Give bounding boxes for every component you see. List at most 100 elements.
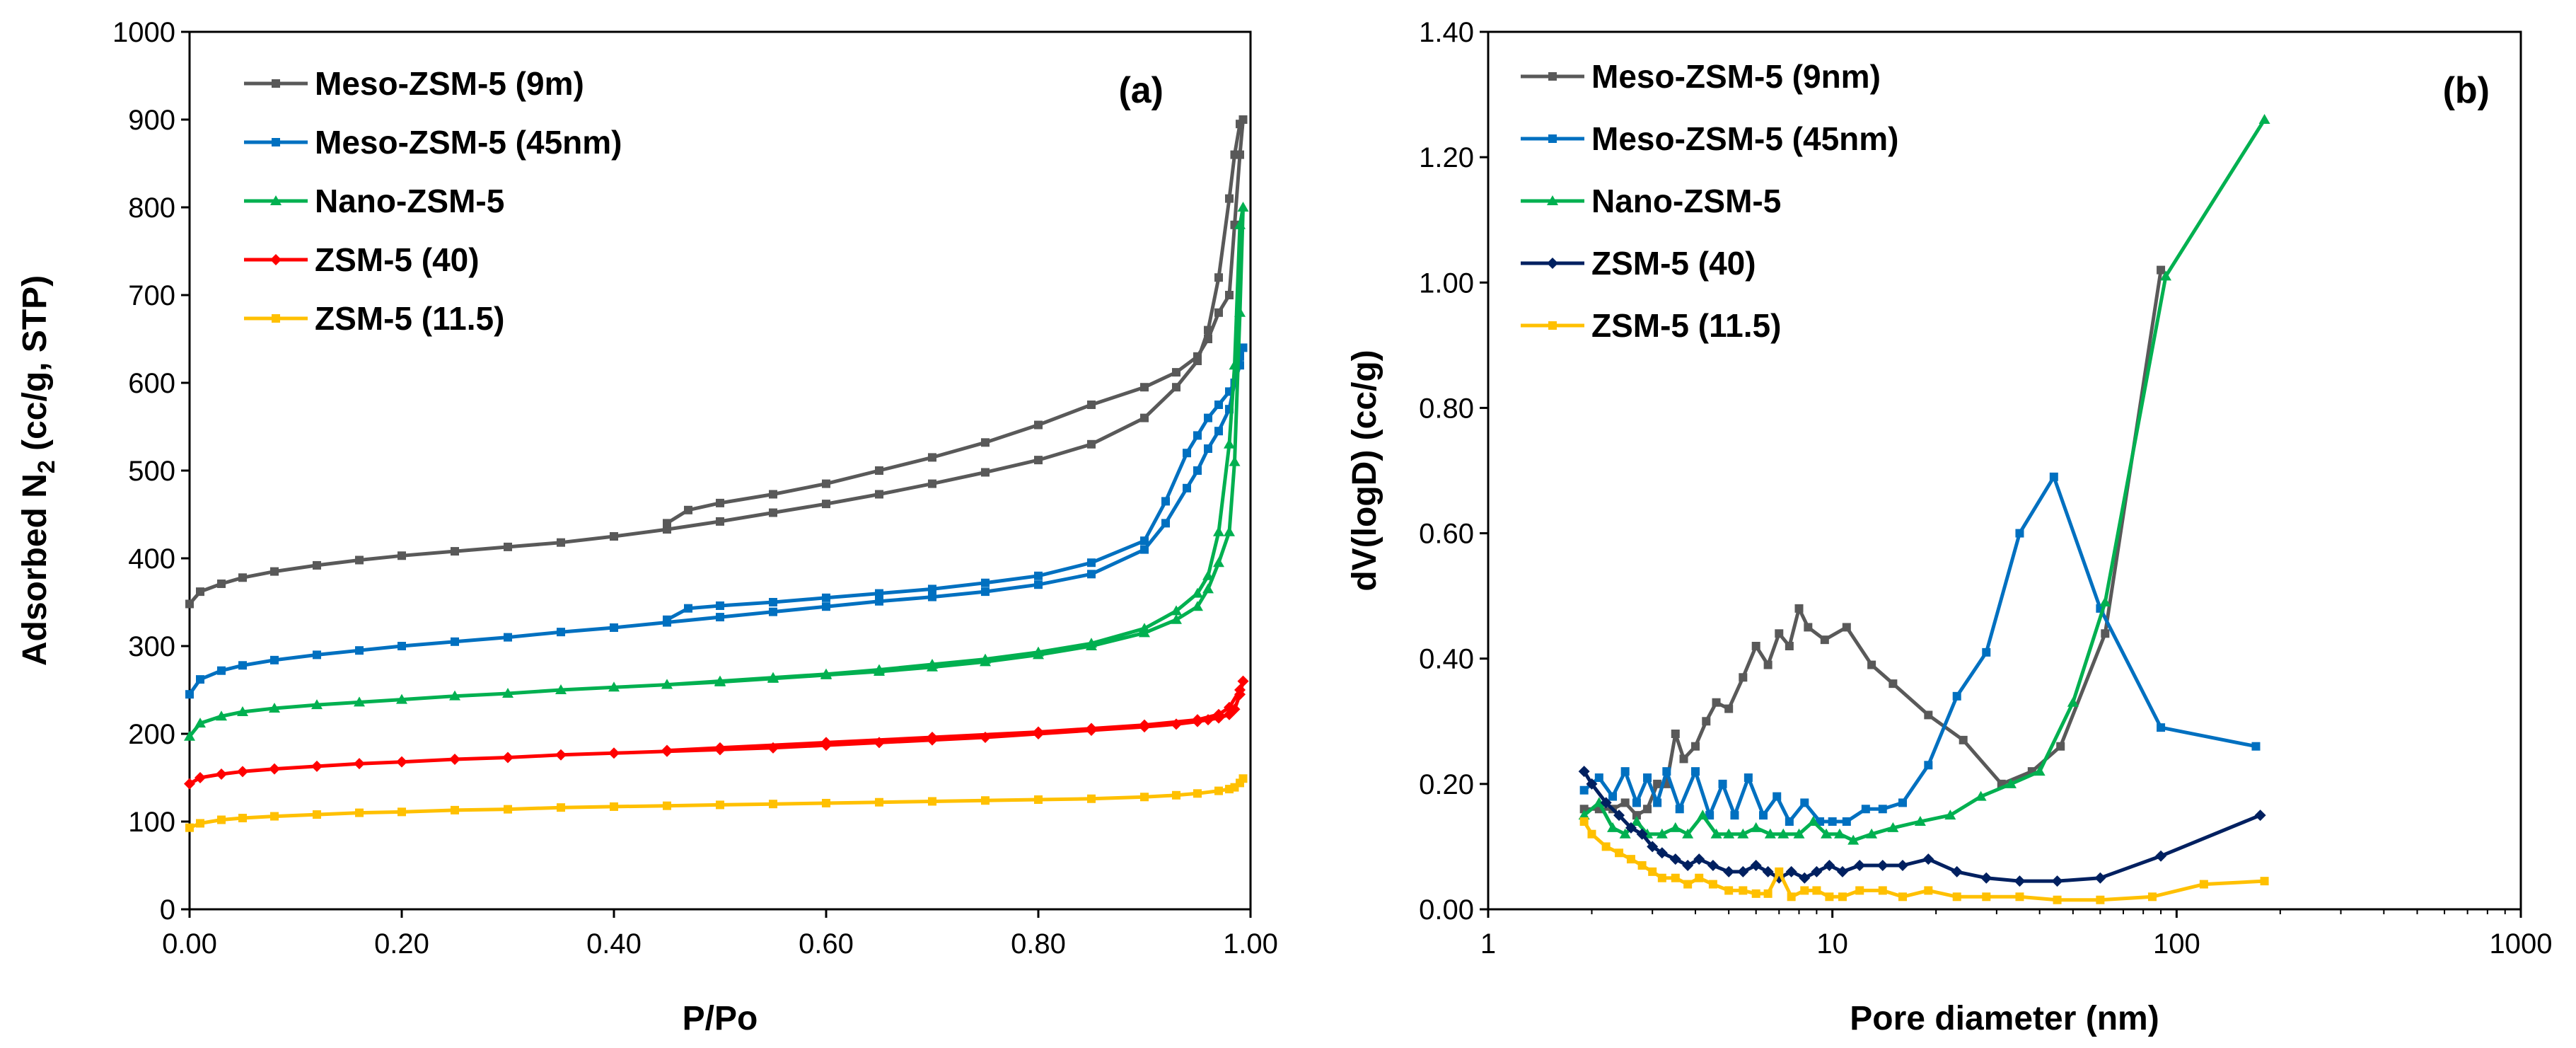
panel-a-data-point-zsm-5-11-5 [313,810,321,819]
panel-a-data-point-zsm-5-11-5 [557,803,565,812]
panel-b-data-point-meso-zsm-5-45nm [1785,817,1794,826]
panel-b-legend-label: Meso-ZSM-5 (45nm) [1591,120,1898,157]
panel-a-data-point-meso-zsm-5-45nm [451,637,459,646]
panel-a-data-point-nano-zsm-5 [396,693,407,704]
panel-b-plot-frame [1487,30,2522,911]
panel-a-data-point-meso-zsm-5-9m [398,551,406,560]
panel-a-y-tick-label: 0 [160,894,175,926]
panel-a-data-point-nano-zsm-5 [1086,638,1097,648]
panel-a-data-point-nano-zsm-5 [1171,605,1182,616]
panel-b-legend-swatch-marker [1548,134,1557,143]
panel-a-data-point-meso-zsm-5-9m [355,555,364,565]
panel-b-data-point-meso-zsm-5-9nm [1751,642,1760,650]
panel-b-data-point-zsm-5-40 [1823,860,1835,871]
panel-b-data-point-meso-zsm-5-9nm [1712,698,1721,707]
panel-b-data-point-nano-zsm-5 [1656,828,1668,839]
panel-b-series-line-zsm-5-11-5 [1582,820,2265,902]
panel-a-data-point-meso-zsm-5-9m [1193,352,1202,361]
panel-a-data-point-meso-zsm-5-9m [313,560,321,570]
panel-b-data-point-nano-zsm-5 [2258,114,2270,124]
panel-a-data-point-meso-zsm-5-9m [1214,308,1223,317]
panel-b-data-point-meso-zsm-5-45nm [1744,773,1753,782]
panel-b-data-point-meso-zsm-5-9nm [1653,779,1662,788]
panel-a-data-point-meso-zsm-5-45nm [928,585,936,594]
panel-a-data-point-nano-zsm-5 [1171,614,1182,624]
panel-a-data-point-zsm-5-11-5 [663,801,671,810]
panel-a-y-ticks: 0 100 200 300 400 500 600 700 800 900 1000 [112,17,190,926]
panel-b-data-point-zsm-5-40 [1669,853,1681,865]
panel-b-data-point-meso-zsm-5-9nm [1820,635,1829,645]
panel-b-y-tick-label: 0.80 [1419,393,1474,424]
panel-a-y-axis-title: Adsorbed N2 (cc/g, STP) [16,275,60,666]
panel-b-data-point-nano-zsm-5 [1669,822,1681,832]
panel-a-data-point-zsm-5-11-5 [1172,790,1180,800]
panel-b-x-ticks: 1 10 100 1000 [1480,909,2553,960]
panel-b-data-point-zsm-5-11-5 [2147,892,2157,902]
panel-b-data-point-meso-zsm-5-45nm [1643,773,1652,782]
panel-a-data-point-meso-zsm-5-9m [185,599,194,609]
panel-b-data-point-meso-zsm-5-9nm [1785,642,1794,650]
panel-a-data-point-zsm-5-40 [396,756,407,768]
panel-b-data-point-zsm-5-11-5 [1838,892,1847,902]
panel-b-data-point-meso-zsm-5-9nm [1924,710,1933,720]
panel-a-data-point-zsm-5-11-5 [822,798,830,807]
panel-a-data-point-nano-zsm-5 [820,668,832,679]
panel-a-data-point-zsm-5-11-5 [504,805,512,814]
panel-a-data-point-meso-zsm-5-9m [822,500,830,509]
panel-a-data-point-meso-zsm-5-9m [684,505,692,514]
panel-b-data-point-zsm-5-40 [1922,853,1934,865]
panel-a-data-point-meso-zsm-5-45nm [822,593,830,602]
panel-a-data-point-meso-zsm-5-9m [875,490,883,499]
panel-b-data-point-meso-zsm-5-9nm [1702,717,1711,726]
panel-a-data-point-meso-zsm-5-45nm [1034,571,1043,580]
panel-b-data-point-zsm-5-11-5 [1825,892,1834,902]
panel-a-data-point-meso-zsm-5-45nm [1087,558,1096,568]
panel-a-y-tick-label: 700 [128,280,175,311]
panel-a-data-point-zsm-5-40 [661,744,673,756]
panel-a-data-point-meso-zsm-5-9m [769,490,777,499]
panel-b-data-point-zsm-5-11-5 [1800,886,1809,895]
panel-a-series-zsm-5-40 [184,675,1249,790]
panel-a-y-tick-label: 900 [128,105,175,136]
panel-b-data-point-zsm-5-40 [2155,850,2167,862]
panel-a-data-point-meso-zsm-5-45nm [981,578,990,587]
panel-a-data-point-nano-zsm-5 [767,672,779,682]
panel-b-x-tick-label: 1000 [2490,928,2553,960]
panel-b-data-point-nano-zsm-5 [2033,766,2046,776]
panel-a-data-point-meso-zsm-5-9m [1204,335,1212,343]
panel-a-y-tick-label: 300 [128,631,175,662]
panel-a-data-point-meso-zsm-5-9m [451,547,459,556]
panel-a-data-point-meso-zsm-5-45nm [928,592,936,601]
panel-b-data-point-zsm-5-11-5 [1924,886,1933,895]
panel-b-data-point-nano-zsm-5 [1807,816,1819,826]
panel-a-data-point-meso-zsm-5-9m [928,479,936,488]
panel-b-data-point-zsm-5-11-5 [1878,886,1887,895]
panel-b-series-line-meso-zsm-5-45nm [1583,475,2256,824]
panel-a-legend-item-zsm-5-40: ZSM-5 (40) [244,241,480,278]
panel-a-y-axis-title-subscript: 2 [33,460,60,473]
panel-b-data-point-meso-zsm-5-45nm [1773,792,1782,801]
panel-b-data-point-meso-zsm-5-45nm [2157,723,2166,732]
panel-a-series-zsm-5-11-5 [185,774,1248,832]
panel-a-y-tick-label: 400 [128,543,175,575]
panel-b-legend-item-zsm-5-11-5: ZSM-5 (11.5) [1521,307,1781,344]
panel-a-data-point-zsm-5-40 [1202,714,1214,726]
panel-a-legend-label: Meso-ZSM-5 (9m) [315,65,584,102]
panel-b-data-point-zsm-5-11-5 [1855,886,1864,895]
panel-a-data-point-meso-zsm-5-9m [610,532,618,541]
panel-b-x-tick-label: 10 [1816,928,1848,960]
panel-a-data-point-zsm-5-40 [767,742,779,754]
panel-b-data-point-nano-zsm-5 [1866,828,1878,839]
panel-b-data-point-meso-zsm-5-9nm [1804,623,1813,632]
panel-a-legend-label: Meso-ZSM-5 (45nm) [315,124,622,161]
panel-a-data-point-meso-zsm-5-9m [1214,273,1223,282]
panel-b-data-point-zsm-5-11-5 [1952,892,1961,902]
panel-b-data-point-nano-zsm-5 [1887,822,1899,832]
panel-a-data-point-meso-zsm-5-9m [981,438,990,447]
panel-b-data-point-meso-zsm-5-45nm [1861,805,1870,814]
panel-a-plot-frame [188,30,1252,911]
panel-b-data-point-zsm-5-40 [1693,853,1705,865]
panel-b-data-point-zsm-5-11-5 [2015,892,2024,902]
panel-a-data-point-zsm-5-40 [1033,726,1044,738]
panel-a-y-tick-label: 600 [128,368,175,399]
